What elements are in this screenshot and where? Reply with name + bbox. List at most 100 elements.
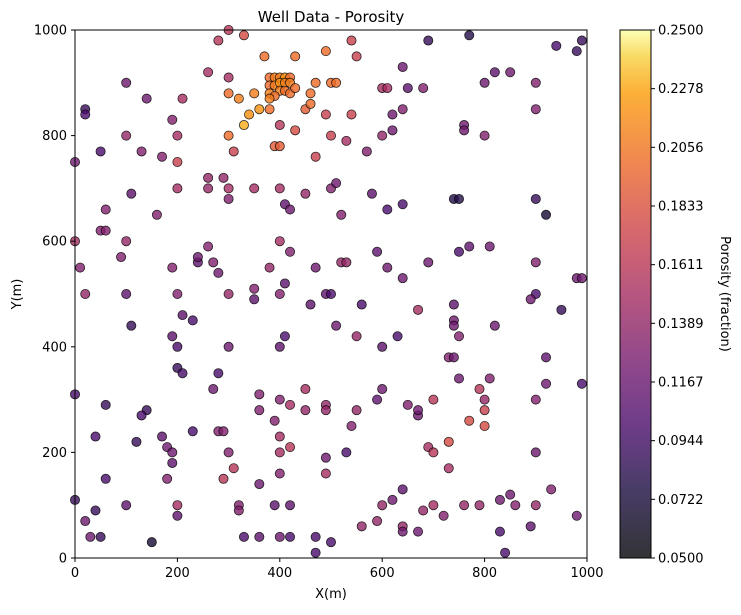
data-point — [100, 473, 111, 484]
data-point — [172, 288, 183, 299]
data-point — [530, 447, 541, 458]
data-point — [274, 288, 285, 299]
data-point — [459, 500, 470, 511]
data-point — [177, 310, 188, 321]
data-point — [530, 257, 541, 268]
data-point — [254, 104, 265, 115]
data-point — [285, 531, 296, 542]
data-point — [208, 257, 219, 268]
data-point — [571, 46, 582, 57]
x-tick-label: 600 — [370, 566, 395, 581]
data-point — [372, 516, 383, 527]
data-point — [331, 77, 342, 88]
data-point — [223, 341, 234, 352]
data-point — [274, 394, 285, 405]
colorbar-label: Porosity (fraction) — [717, 236, 732, 352]
data-point — [264, 93, 275, 104]
x-tick-label: 1000 — [570, 566, 603, 581]
data-point — [438, 510, 449, 521]
data-point — [126, 188, 137, 199]
data-point — [285, 442, 296, 453]
data-point — [223, 72, 234, 83]
data-point — [167, 331, 178, 342]
data-point — [402, 399, 413, 410]
data-point — [464, 415, 475, 426]
data-point — [413, 405, 424, 416]
colorbar-tick-label: 0.0944 — [658, 434, 704, 449]
data-point — [228, 463, 239, 474]
data-point — [279, 278, 290, 289]
data-point — [505, 489, 516, 500]
data-point — [331, 178, 342, 189]
data-point — [136, 410, 147, 421]
data-point — [274, 341, 285, 352]
data-point — [351, 331, 362, 342]
y-tick-label: 0 — [59, 552, 67, 567]
data-point — [541, 378, 552, 389]
data-point — [571, 510, 582, 521]
data-point — [187, 426, 198, 437]
data-point — [274, 447, 285, 458]
y-tick-label: 400 — [42, 340, 67, 355]
data-point — [187, 315, 198, 326]
data-point — [203, 241, 214, 252]
data-point — [510, 500, 521, 511]
data-point — [238, 30, 249, 41]
data-point — [530, 104, 541, 115]
data-point — [489, 67, 500, 78]
data-point — [325, 537, 336, 548]
data-point — [453, 193, 464, 204]
data-point — [80, 109, 91, 120]
data-point — [167, 114, 178, 125]
data-point — [244, 109, 255, 120]
y-tick-label: 1000 — [34, 24, 67, 39]
colorbar-tick-label: 0.2500 — [658, 24, 704, 39]
data-point — [223, 183, 234, 194]
data-point — [285, 500, 296, 511]
data-point — [274, 531, 285, 542]
data-point — [331, 320, 342, 331]
data-point — [341, 447, 352, 458]
data-point — [172, 183, 183, 194]
data-point — [346, 109, 357, 120]
data-point — [274, 183, 285, 194]
data-point — [541, 352, 552, 363]
data-point — [413, 526, 424, 537]
data-point — [305, 299, 316, 310]
data-point — [249, 294, 260, 305]
data-point — [167, 262, 178, 273]
data-point — [223, 130, 234, 141]
data-point — [192, 252, 203, 263]
data-point — [320, 452, 331, 463]
data-point — [397, 273, 408, 284]
data-point — [325, 130, 336, 141]
data-point — [85, 531, 96, 542]
data-point — [423, 257, 434, 268]
data-point — [233, 505, 244, 516]
data-point — [136, 146, 147, 157]
data-point — [505, 67, 516, 78]
data-point — [576, 378, 587, 389]
data-point — [546, 484, 557, 495]
data-point — [525, 521, 536, 532]
data-point — [474, 384, 485, 395]
data-point — [218, 426, 229, 437]
data-point — [428, 394, 439, 405]
data-point — [269, 415, 280, 426]
data-point — [489, 320, 500, 331]
data-point — [274, 236, 285, 247]
data-point — [249, 283, 260, 294]
data-point — [320, 109, 331, 120]
data-point — [274, 468, 285, 479]
data-point — [218, 172, 229, 183]
colorbar-tick-label: 0.2278 — [658, 82, 704, 97]
data-point — [259, 51, 270, 62]
data-point — [264, 262, 275, 273]
data-point — [387, 494, 398, 505]
data-point — [530, 77, 541, 88]
data-point — [356, 521, 367, 532]
data-point — [428, 500, 439, 511]
data-point — [305, 98, 316, 109]
data-point — [223, 193, 234, 204]
